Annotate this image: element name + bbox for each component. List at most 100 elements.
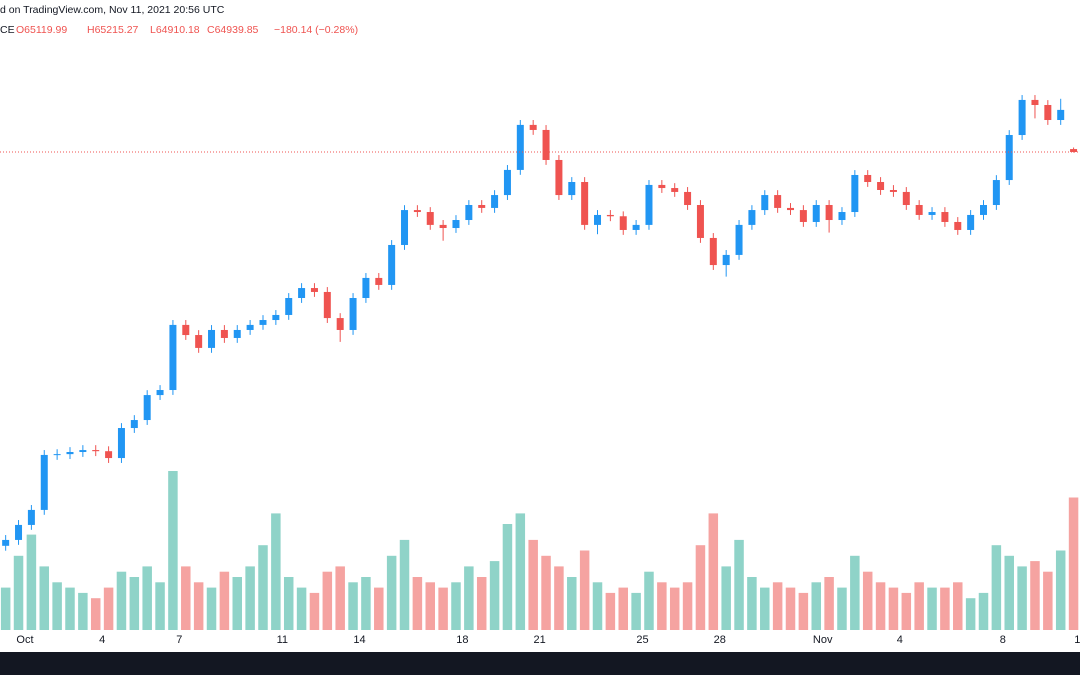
candle-body — [259, 320, 267, 325]
x-tick-label: 7 — [176, 634, 182, 646]
candle-body — [233, 329, 241, 338]
candle-body — [516, 124, 524, 170]
volume-bar — [283, 577, 294, 630]
candle-body — [246, 324, 254, 330]
candle-body — [15, 524, 23, 540]
volume-bar — [348, 582, 358, 630]
candle-body — [413, 210, 421, 213]
candle-body — [143, 395, 151, 421]
volume-bar — [438, 587, 448, 630]
candle-body — [825, 205, 833, 221]
candle-body — [555, 159, 563, 196]
volume-bar — [103, 587, 114, 630]
candle-body — [1031, 99, 1039, 105]
x-tick-label: Nov — [813, 634, 833, 646]
x-tick-label: 8 — [1000, 634, 1006, 646]
candle-body — [722, 254, 730, 266]
candle-body — [169, 324, 177, 391]
candle-body — [465, 205, 473, 221]
candle-body — [954, 221, 962, 230]
candle-body — [349, 297, 357, 330]
candle-body — [388, 244, 396, 285]
candle-body — [53, 454, 61, 456]
volume-bar — [206, 587, 217, 630]
volume-bar — [129, 577, 140, 630]
volume-bar — [592, 582, 603, 630]
ohlc-high: H65215.27 — [87, 24, 139, 36]
candle-body — [684, 191, 692, 206]
volume-bar — [965, 598, 976, 630]
volume-bar — [914, 582, 924, 630]
volume-bar — [618, 587, 628, 630]
candle-body — [439, 224, 447, 229]
volume-bar — [888, 587, 899, 630]
candle-body — [812, 205, 820, 222]
candle-body — [426, 212, 434, 225]
candle-body — [594, 214, 602, 225]
candle-body — [478, 205, 486, 208]
candle-body — [375, 277, 383, 285]
x-tick-label: 4 — [99, 634, 105, 646]
candle-body — [632, 224, 640, 230]
candle-body — [401, 210, 409, 245]
candle-body — [980, 205, 988, 215]
ohlc-low: L64910.18 — [150, 24, 200, 36]
candle-body — [568, 182, 576, 196]
volume-bar — [296, 587, 307, 630]
volume-bar — [78, 592, 88, 630]
candle-body — [529, 124, 537, 130]
candle-body — [851, 174, 859, 213]
candle-body — [27, 509, 35, 525]
volume-bar — [940, 587, 950, 630]
candle-body — [658, 184, 666, 189]
volume-bar — [1017, 566, 1027, 630]
volume-bar — [708, 513, 719, 630]
volume-bar — [669, 587, 680, 630]
x-tick-label: 14 — [353, 634, 365, 646]
volume-bar — [862, 571, 873, 630]
volume-bar — [335, 566, 345, 630]
x-tick-label: 11 — [1074, 634, 1080, 646]
volume-bar — [451, 582, 461, 630]
candle-body — [671, 188, 679, 192]
volume-bar — [361, 577, 371, 630]
volume-bar — [322, 571, 333, 630]
candle-body — [195, 335, 203, 348]
volume-bar — [489, 561, 500, 630]
volume-bar — [1030, 561, 1040, 630]
candle-body — [298, 288, 306, 298]
candle-body — [272, 314, 280, 321]
volume-bar — [26, 534, 37, 630]
volume-bar — [219, 571, 230, 630]
candle-body — [491, 195, 499, 208]
volume-bar — [13, 555, 24, 630]
candle-body — [967, 214, 975, 230]
volume-bar — [245, 566, 255, 630]
candle-body — [503, 169, 511, 196]
ohlc-open: O65119.99 — [16, 24, 67, 36]
candle-body — [709, 237, 717, 266]
source-text: d on TradingView.com, Nov 11, 2021 20:56… — [0, 4, 225, 16]
volume-bar — [464, 566, 474, 630]
candle-body — [310, 288, 318, 292]
volume-bar — [785, 587, 796, 630]
volume-bar — [399, 539, 410, 630]
candle-body — [1044, 104, 1052, 121]
volume-bar — [386, 555, 397, 630]
volume-bar — [734, 539, 744, 630]
candle-body — [864, 174, 872, 183]
volume-bar — [695, 545, 706, 630]
volume-bar — [747, 577, 757, 630]
candle-body — [748, 210, 756, 225]
candle-body — [182, 324, 190, 336]
volume-bar — [309, 592, 320, 630]
candle-body — [323, 291, 331, 319]
volume-bar — [258, 545, 268, 630]
x-tick-label: Oct — [16, 634, 33, 646]
price-pane — [0, 95, 1080, 551]
volume-bar — [631, 592, 641, 630]
volume-bar — [850, 555, 860, 630]
candle-body — [774, 195, 782, 208]
